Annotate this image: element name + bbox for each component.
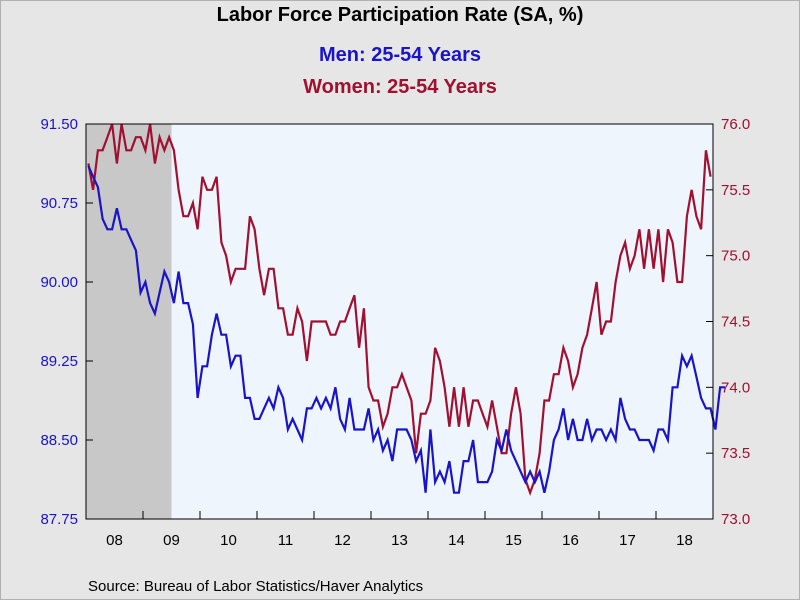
x-tick-label: 12 — [334, 532, 351, 549]
x-tick-label: 11 — [278, 532, 294, 549]
chart-title: Labor Force Participation Rate (SA, %) — [216, 4, 584, 26]
plot-border — [85, 123, 714, 520]
recession-shading — [86, 124, 172, 519]
source-note: Source: Bureau of Labor Statistics/Haver… — [88, 578, 424, 595]
series-title-women: Women: 25-54 Years — [303, 76, 497, 98]
y-left-tick-label: 91.50 — [40, 116, 78, 133]
x-tick-label: 13 — [391, 532, 408, 549]
y-left-tick-label: 89.25 — [40, 353, 78, 370]
x-tick-label: 14 — [448, 532, 465, 549]
y-left-tick-label: 90.75 — [40, 195, 78, 212]
y-right-tick-label: 75.5 — [721, 182, 750, 199]
series-line-men — [87, 165, 725, 494]
x-tick-label: 16 — [562, 532, 579, 549]
x-tick-label: 18 — [676, 532, 693, 549]
x-tick-label: 17 — [619, 532, 636, 549]
y-right-tick-label: 76.0 — [721, 116, 750, 133]
x-tick-label: 10 — [220, 532, 237, 549]
y-right-tick-label: 73.0 — [721, 511, 750, 528]
y-right-tick-label: 74.0 — [721, 379, 750, 396]
x-tick-label: 09 — [163, 532, 180, 549]
y-right-tick-label: 74.5 — [721, 314, 750, 331]
series-line-women — [87, 123, 712, 496]
y-left-tick-label: 88.50 — [40, 432, 78, 449]
x-tick-label: 08 — [106, 532, 123, 549]
y-right-tick-label: 75.0 — [721, 248, 750, 265]
y-right-tick-label: 73.5 — [721, 445, 750, 462]
series-title-men: Men: 25-54 Years — [319, 44, 481, 66]
y-left-tick-label: 87.75 — [40, 511, 78, 528]
plot-area — [86, 124, 713, 519]
x-tick-label: 15 — [505, 532, 522, 549]
y-left-tick-label: 90.00 — [40, 274, 78, 291]
